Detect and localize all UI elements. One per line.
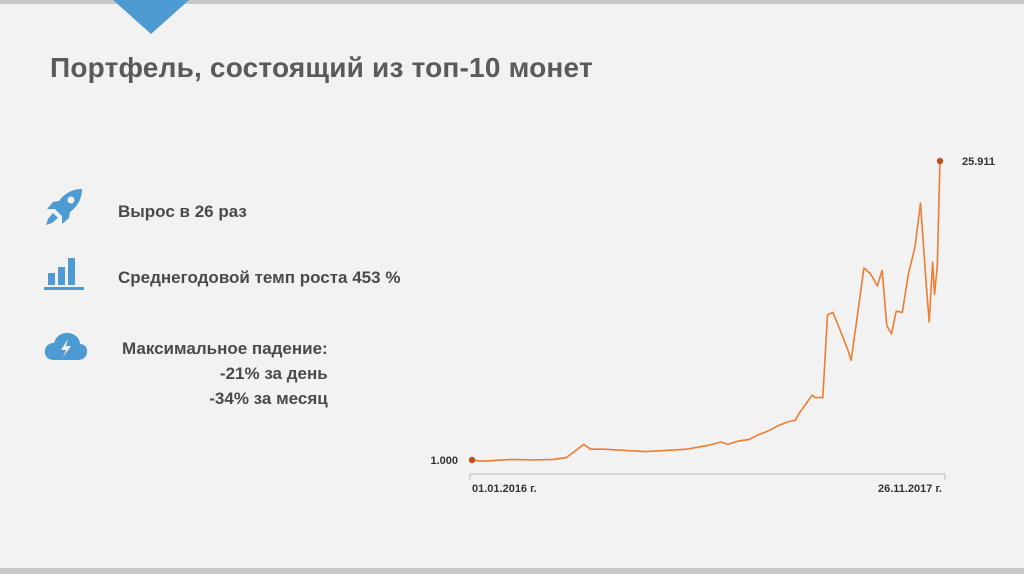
x-start-date-label: 01.01.2016 г.	[472, 483, 537, 495]
max-drawdown-block: Максимальное падение: -21% за день -34% …	[122, 336, 328, 411]
rocket-icon	[46, 189, 82, 225]
growth-stat: Вырос в 26 раз	[118, 202, 247, 221]
end-value-label: 25.911	[962, 156, 995, 168]
max-drawdown-day: -21% за день	[219, 364, 328, 383]
bottom-border	[0, 568, 1024, 574]
x-end-date-label: 26.11.2017 г.	[878, 483, 942, 495]
slide-title: Портфель, состоящий из топ-10 монет	[50, 52, 593, 83]
max-drawdown-month: -34% за месяц	[209, 389, 328, 408]
annual-growth-stat: Среднегодовой темп роста 453 %	[118, 268, 401, 287]
portfolio-line-chart: 1.000 25.911 01.01.2016 г. 26.11.2017 г.	[430, 156, 995, 495]
start-point-marker	[468, 456, 476, 464]
corner-tab	[113, 0, 189, 34]
end-point-marker	[936, 157, 944, 165]
series-line	[471, 160, 941, 462]
start-value-label: 1.000	[430, 455, 458, 467]
top-border	[0, 0, 1024, 4]
bar-chart-icon	[44, 258, 84, 290]
max-drawdown-label: Максимальное падение:	[122, 339, 328, 358]
lightning-cloud-icon	[44, 332, 88, 360]
